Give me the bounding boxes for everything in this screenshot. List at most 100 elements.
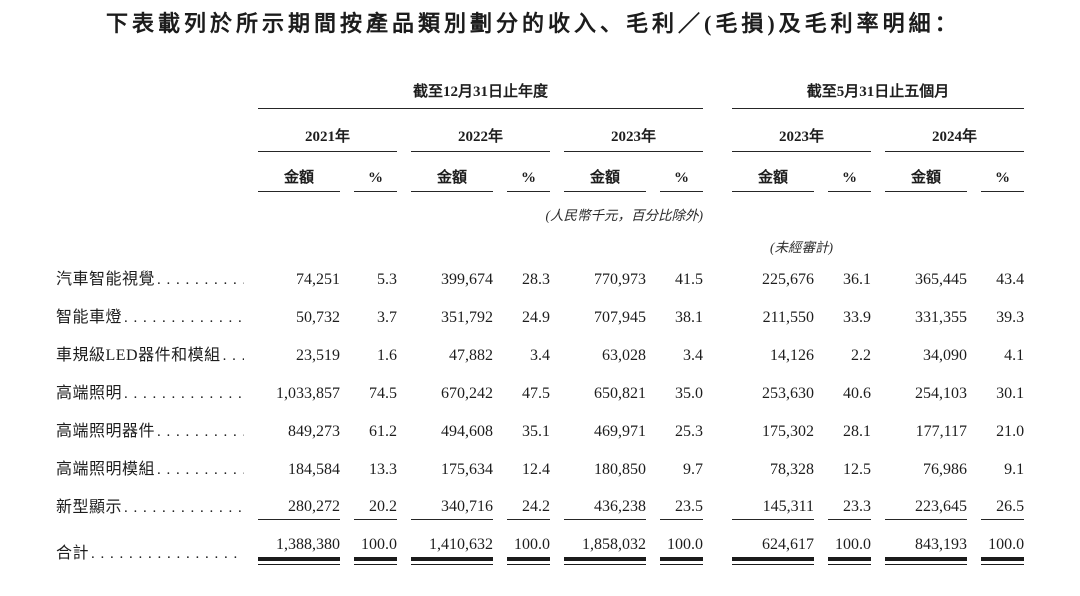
amount-cell: 1,410,632: [397, 524, 493, 570]
cell-value: 184,584: [288, 461, 340, 478]
row-label-text: 高端照明模組: [56, 461, 156, 478]
percent-cell: 38.1: [646, 296, 703, 334]
empty-cell: [244, 226, 703, 258]
cell-value: 47.5: [522, 385, 550, 402]
amount-header: 金額: [718, 152, 815, 192]
cell-value: 74.5: [369, 385, 397, 402]
cell-value: 40.6: [843, 385, 872, 402]
cell-value: 254,103: [915, 385, 968, 402]
dot-leader: [124, 385, 244, 403]
units-note-cell: (人民幣千元，百分比除外): [244, 192, 704, 226]
section-gap: [703, 152, 718, 192]
cell-value: 351,792: [441, 309, 493, 326]
amount-cell: 1,388,380: [244, 524, 340, 570]
percent-cell: 40.6: [814, 372, 871, 410]
amount-header: 金額: [550, 152, 646, 192]
cell-value: 253,630: [762, 385, 815, 402]
amount-cell: 280,272: [244, 486, 340, 524]
row-label: 合計: [56, 524, 244, 570]
cell-value: 770,973: [594, 271, 646, 288]
cell-value: 9.7: [683, 461, 704, 478]
cell-value: 280,272: [258, 498, 340, 520]
cell-value: 74,251: [296, 271, 340, 288]
section-gap: [703, 372, 718, 410]
amount-cell: 253,630: [718, 372, 814, 410]
year-header-2021: 2021年: [244, 109, 397, 152]
percent-cell: 24.9: [493, 296, 550, 334]
cell-value: 436,238: [564, 498, 646, 520]
amount-cell: 340,716: [397, 486, 493, 524]
cell-value: 39.3: [996, 309, 1025, 326]
percent-cell: 100.0: [814, 524, 872, 570]
cell-value: 211,550: [762, 309, 815, 326]
cell-value: 100.0: [660, 536, 704, 565]
cell-value: 399,674: [441, 271, 493, 288]
percent-cell: 23.5: [646, 486, 704, 524]
percent-cell: 25.3: [646, 410, 703, 448]
percent-cell: 9.1: [967, 448, 1024, 486]
cell-value: 24.9: [522, 309, 550, 326]
percent-cell: 3.4: [646, 334, 703, 372]
cell-value: 469,971: [594, 423, 646, 440]
percent-cell: 26.5: [967, 486, 1025, 524]
table-row: 汽車智能視覺 74,251 5.3 399,674 28.3 770,973 41.5 225…: [56, 258, 1024, 296]
amount-cell: 399,674: [397, 258, 493, 296]
table-row: 新型顯示 280,272 20.2 340,716 24.2 436,238 23.5 145…: [56, 486, 1025, 524]
cell-value: 3.4: [530, 347, 550, 364]
amount-cell: 63,028: [550, 334, 646, 372]
cell-value: 1,410,632: [411, 536, 493, 565]
financial-table: 截至12月31日止年度 截至5月31日止五個月 2021年 2022年 2023…: [56, 74, 1025, 570]
table-body: 汽車智能視覺 74,251 5.3 399,674 28.3 770,973 41.5 225…: [56, 258, 1025, 570]
cell-value: 23.5: [660, 498, 704, 520]
cell-value: 1,388,380: [258, 536, 340, 565]
amount-cell: 849,273: [244, 410, 340, 448]
amount-cell: 145,311: [718, 486, 815, 524]
row-label-text: 車規級LED器件和模組: [56, 347, 221, 364]
amount-cell: 351,792: [397, 296, 493, 334]
percent-cell: 36.1: [814, 258, 871, 296]
amount-cell: 494,608: [397, 410, 493, 448]
percent-cell: 30.1: [967, 372, 1024, 410]
unaudited-note: (未經審計): [770, 240, 834, 255]
percent-cell: 100.0: [967, 524, 1025, 570]
cell-value: 180,850: [594, 461, 646, 478]
cell-value: 3.7: [377, 309, 397, 326]
year-label: 2022年: [411, 109, 550, 152]
amount-cell: 1,858,032: [550, 524, 646, 570]
row-label: 汽車智能視覺: [56, 258, 244, 296]
table-row: 車規級LED器件和模組 23,519 1.6 47,882 3.4 63,028 3.4 14…: [56, 334, 1024, 372]
total-row: 合計 1,388,380 100.0 1,410,632 100.0 1,858,032 1…: [56, 524, 1025, 570]
amount-cell: 74,251: [244, 258, 340, 296]
unaudited-note-row: (未經審計): [56, 226, 1024, 258]
amount-header-label: 金額: [258, 152, 340, 192]
section-gap: [703, 524, 718, 570]
cell-value: 25.3: [675, 423, 704, 440]
percent-cell: 100.0: [646, 524, 704, 570]
row-label: 高端照明模組: [56, 448, 244, 486]
amount-cell: 707,945: [550, 296, 646, 334]
percent-cell: 21.0: [967, 410, 1024, 448]
section-gap: [703, 74, 718, 109]
percent-cell: 28.1: [814, 410, 871, 448]
amount-header-label: 金額: [564, 152, 646, 192]
dot-leader: [124, 499, 244, 517]
year-header-row: 2021年 2022年 2023年 2023年 2024年: [56, 109, 1025, 152]
empty-corner: [56, 74, 244, 109]
row-label-text: 高端照明: [56, 385, 123, 402]
cell-value: 707,945: [594, 309, 646, 326]
amount-cell: 223,645: [871, 486, 968, 524]
cell-value: 35.0: [675, 385, 704, 402]
year-label: 2023年: [732, 109, 872, 152]
amount-cell: 1,033,857: [244, 372, 340, 410]
row-label: 新型顯示: [56, 486, 244, 524]
units-note-row: (人民幣千元，百分比除外): [56, 192, 1024, 226]
cell-value: 3.4: [683, 347, 704, 364]
cell-value: 365,445: [915, 271, 968, 288]
dot-leader: [124, 309, 244, 327]
amount-cell: 34,090: [871, 334, 967, 372]
cell-value: 47,882: [449, 347, 493, 364]
percent-header: %: [340, 152, 397, 192]
section-gap: [703, 296, 718, 334]
period-group-five-months: 截至5月31日止五個月: [718, 74, 1025, 109]
amount-cell: 76,986: [871, 448, 967, 486]
